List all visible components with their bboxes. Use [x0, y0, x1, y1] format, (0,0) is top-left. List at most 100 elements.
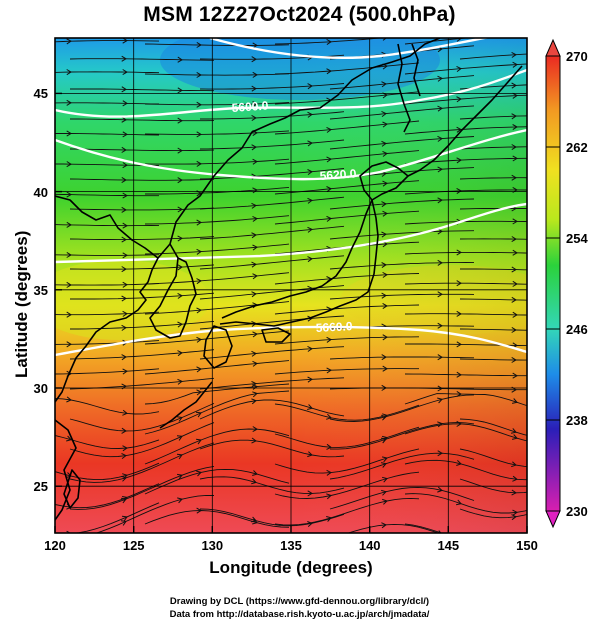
- streamline: [274, 120, 420, 135]
- credit-drawing: Drawing by DCL (https://www.gfd-dennou.o…: [169, 596, 430, 607]
- streamline-arrowhead: [121, 295, 127, 302]
- streamline-arrowhead: [381, 81, 387, 88]
- streamline-arrowhead: [382, 498, 388, 505]
- streamline-arrowhead: [177, 206, 183, 213]
- grid-lines: [55, 38, 527, 533]
- streamline-arrowhead: [121, 427, 127, 434]
- streamline-arrowhead: [196, 41, 202, 48]
- streamline-arrowhead: [66, 435, 72, 442]
- streamline-arrowhead: [381, 522, 387, 529]
- streamline: [144, 428, 290, 465]
- streamline: [69, 58, 215, 61]
- streamline: [70, 118, 215, 122]
- streamline-arrowhead: [326, 38, 332, 46]
- streamline-arrowhead: [195, 411, 202, 418]
- streamline-arrowhead: [567, 497, 572, 502]
- streamline-arrowhead: [511, 398, 518, 404]
- streamline-arrowhead: [177, 87, 183, 94]
- streamline: [95, 494, 215, 533]
- streamline-arrowhead: [326, 493, 332, 500]
- streamline-arrowhead: [252, 360, 258, 367]
- streamline: [55, 224, 160, 227]
- streamline: [145, 186, 290, 195]
- streamline-arrowhead: [121, 116, 127, 123]
- streamline-arrowhead: [511, 174, 517, 181]
- streamline-arrowhead: [252, 518, 258, 525]
- colorbar-label: 270: [566, 49, 588, 64]
- streamline-arrowhead: [196, 366, 202, 373]
- streamline-arrowhead: [511, 144, 517, 151]
- colorbar-label: 254: [566, 231, 588, 246]
- streamline: [459, 207, 527, 210]
- streamline-arrowhead: [66, 161, 72, 168]
- streamline: [459, 448, 527, 467]
- streamline: [459, 238, 527, 240]
- streamline: [199, 255, 345, 270]
- streamline-arrowhead: [456, 310, 462, 317]
- y-tick-label: 40: [34, 185, 48, 200]
- streamline-arrowhead: [252, 426, 258, 433]
- streamline-arrowhead: [121, 236, 127, 243]
- streamline: [459, 358, 527, 361]
- colorbar-max-arrow: [545, 38, 561, 57]
- streamline-arrowhead: [307, 546, 312, 551]
- streamline-arrowhead: [176, 453, 183, 460]
- streamline-arrowhead: [513, 32, 518, 37]
- streamline-arrowhead: [196, 248, 202, 255]
- streamline-arrowhead: [382, 150, 388, 157]
- streamline-arrowhead: [121, 206, 127, 213]
- streamline-arrowhead: [437, 135, 443, 142]
- streamline-arrowhead: [512, 61, 518, 68]
- streamline: [69, 442, 215, 483]
- streamline: [144, 243, 290, 255]
- streamline-arrowhead: [511, 434, 518, 440]
- streamline-arrowhead: [252, 331, 258, 338]
- streamline-arrowhead: [437, 291, 443, 298]
- streamline-arrowhead: [512, 372, 518, 379]
- streamline-arrowhead: [196, 278, 202, 285]
- streamline-arrowhead: [120, 520, 127, 526]
- streamline: [404, 251, 527, 255]
- height-contours: [55, 38, 527, 357]
- streamline: [404, 282, 527, 285]
- streamline-arrowhead: [196, 336, 202, 343]
- streamline-arrowhead: [511, 82, 517, 89]
- streamline-arrowhead: [252, 273, 258, 280]
- streamline-arrowhead: [567, 434, 572, 439]
- streamline-arrowhead: [456, 249, 462, 256]
- streamline: [329, 136, 475, 150]
- x-tick-label: 130: [201, 538, 223, 553]
- streamline-arrowhead: [456, 280, 462, 287]
- streamline-arrowhead: [177, 117, 183, 124]
- streamline-arrowhead: [196, 101, 202, 108]
- streamline-arrowhead: [177, 235, 183, 242]
- streamline-arrowhead: [122, 192, 128, 199]
- streamline: [55, 71, 160, 74]
- streamline: [199, 377, 345, 390]
- streamline-arrowhead: [121, 453, 127, 459]
- streamline-arrowhead: [251, 144, 257, 151]
- y-tick-labels: 25 30 35 40 45: [34, 86, 48, 494]
- streamline-arrowhead: [121, 324, 127, 331]
- streamline-arrowhead: [122, 162, 128, 169]
- streamline-arrowhead: [307, 315, 313, 322]
- streamline: [274, 403, 420, 421]
- streamline: [404, 459, 527, 481]
- streamline-arrowhead: [252, 383, 258, 390]
- streamline: [55, 483, 160, 509]
- streamline: [70, 292, 215, 300]
- streamline-arrowhead: [66, 221, 72, 228]
- streamline-arrowhead: [177, 56, 183, 63]
- streamline-arrowhead: [196, 71, 202, 78]
- x-tick-label: 120: [44, 538, 66, 553]
- streamline-arrowhead: [196, 389, 202, 396]
- streamline: [144, 102, 290, 106]
- streamline: [199, 168, 345, 180]
- streamline: [55, 397, 160, 415]
- contour-label: 5600.0: [231, 98, 269, 115]
- streamline-arrowhead: [252, 470, 258, 476]
- streamline-arrowhead: [437, 385, 443, 392]
- streamline: [144, 390, 290, 435]
- streamline: [274, 91, 420, 105]
- streamline: [459, 298, 527, 301]
